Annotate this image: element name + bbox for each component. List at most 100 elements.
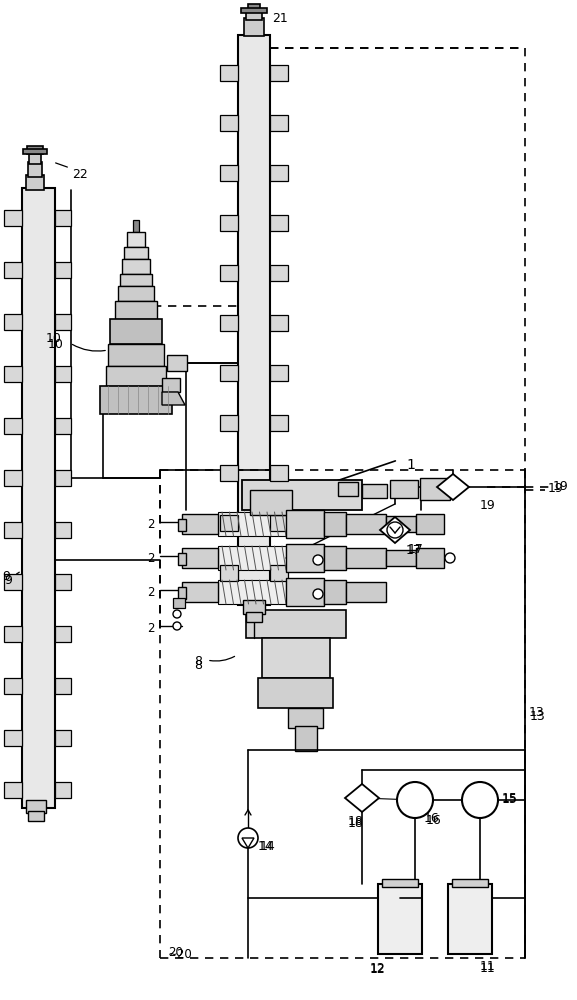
Bar xyxy=(218,546,286,570)
Bar xyxy=(133,220,139,232)
Bar xyxy=(246,612,262,622)
Bar xyxy=(55,470,71,486)
Text: 15: 15 xyxy=(502,793,518,806)
Polygon shape xyxy=(380,517,410,543)
Bar xyxy=(4,314,22,330)
Text: 16: 16 xyxy=(426,814,442,827)
Bar xyxy=(220,165,238,181)
Text: 2: 2 xyxy=(147,586,155,599)
Bar xyxy=(416,548,444,568)
Bar xyxy=(270,215,288,231)
Bar xyxy=(122,259,150,274)
Bar xyxy=(286,578,324,606)
Bar xyxy=(244,18,264,36)
Bar xyxy=(248,4,260,12)
Bar xyxy=(246,10,262,20)
Bar xyxy=(108,344,164,366)
Bar xyxy=(448,884,492,954)
Bar xyxy=(4,574,22,590)
Bar xyxy=(55,418,71,434)
Text: 11: 11 xyxy=(480,962,496,975)
Bar xyxy=(4,678,22,694)
Bar xyxy=(262,638,330,678)
Bar xyxy=(452,879,488,887)
Polygon shape xyxy=(162,392,185,405)
Bar xyxy=(55,522,71,538)
Bar xyxy=(106,366,166,386)
Bar xyxy=(270,265,288,281)
Circle shape xyxy=(313,589,323,599)
Bar xyxy=(55,782,71,798)
Polygon shape xyxy=(242,838,254,848)
Text: 9: 9 xyxy=(2,570,10,583)
Bar xyxy=(338,482,358,496)
Bar xyxy=(110,319,162,344)
Bar xyxy=(220,415,238,431)
Text: 10: 10 xyxy=(48,338,64,351)
Text: 2: 2 xyxy=(147,622,155,635)
Bar xyxy=(220,65,238,81)
Bar xyxy=(220,515,238,531)
Bar xyxy=(270,415,288,431)
Bar xyxy=(218,512,286,536)
Bar xyxy=(250,490,292,515)
Text: 13: 13 xyxy=(530,710,546,723)
Text: 2: 2 xyxy=(147,552,155,565)
Text: 10: 10 xyxy=(46,332,62,345)
Bar xyxy=(55,210,71,226)
Bar xyxy=(270,315,288,331)
Text: 9: 9 xyxy=(4,574,12,587)
Bar xyxy=(386,516,416,532)
Bar xyxy=(167,355,187,371)
Text: 8: 8 xyxy=(194,659,202,672)
Bar xyxy=(100,386,172,414)
Bar xyxy=(127,232,145,247)
Bar xyxy=(270,515,288,531)
Bar xyxy=(420,478,450,500)
Text: 18: 18 xyxy=(348,815,364,828)
Bar xyxy=(4,626,22,642)
Bar xyxy=(220,265,238,281)
Bar xyxy=(4,366,22,382)
Text: 2: 2 xyxy=(147,518,155,531)
Circle shape xyxy=(445,553,455,563)
Bar xyxy=(241,8,267,13)
Text: 19: 19 xyxy=(548,482,564,495)
Bar xyxy=(22,188,55,808)
Bar xyxy=(182,582,218,602)
Bar xyxy=(115,301,157,319)
Bar xyxy=(55,262,71,278)
Bar xyxy=(220,565,238,581)
Bar xyxy=(220,465,238,481)
Bar xyxy=(29,152,41,164)
Text: ~20: ~20 xyxy=(168,948,193,961)
Bar xyxy=(4,470,22,486)
Bar xyxy=(28,811,44,821)
Text: 14: 14 xyxy=(258,840,273,853)
Bar xyxy=(28,162,42,177)
Bar xyxy=(4,782,22,798)
Text: 22: 22 xyxy=(72,168,88,181)
Bar xyxy=(55,678,71,694)
Bar xyxy=(286,544,324,572)
Bar xyxy=(243,600,265,614)
Bar xyxy=(27,146,43,154)
Bar xyxy=(178,553,186,565)
Bar xyxy=(238,35,270,605)
Text: 1: 1 xyxy=(406,458,415,472)
Bar xyxy=(295,726,317,751)
Bar xyxy=(55,730,71,746)
Bar xyxy=(182,548,218,568)
Bar xyxy=(270,465,288,481)
Bar xyxy=(173,598,185,608)
Bar xyxy=(23,149,47,154)
Text: 14: 14 xyxy=(260,840,276,853)
Bar xyxy=(220,215,238,231)
Circle shape xyxy=(238,828,258,848)
Bar xyxy=(4,522,22,538)
Circle shape xyxy=(313,555,323,565)
Bar xyxy=(26,800,46,813)
Bar xyxy=(162,378,180,392)
Circle shape xyxy=(462,782,498,818)
Bar xyxy=(220,115,238,131)
